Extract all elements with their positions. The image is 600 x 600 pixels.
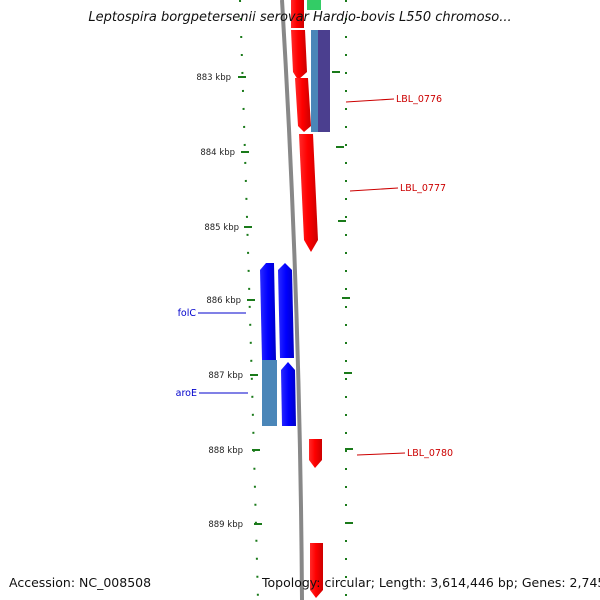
feature-cds-top	[291, 0, 304, 28]
tick-label-885: 885 kbp	[204, 223, 239, 233]
feature-cds-lbl-0776	[295, 78, 311, 132]
feature-alt-folc	[262, 360, 277, 426]
gene-label-lbl-0776: LBL_0776	[396, 94, 442, 105]
forward-strand-features	[291, 0, 330, 598]
accession-text: Accession: NC_008508	[9, 575, 152, 590]
tick-label-884: 884 kbp	[200, 148, 235, 158]
scale-tick-labels: 883 kbp 884 kbp 885 kbp 886 kbp 887 kbp …	[196, 73, 243, 530]
gene-label-folc: folC	[178, 308, 197, 319]
feature-cds-folc-partner	[278, 263, 294, 358]
topology-text: Topology: circular; Length: 3,614,446 bp…	[262, 575, 600, 590]
gene-label-lbl-0777: LBL_0777	[400, 183, 446, 194]
map-title: Leptospira borgpetersenii serovar Hardjo…	[88, 10, 512, 25]
feature-alt-strip-1	[311, 30, 321, 132]
gene-label-aroe: aroE	[176, 388, 197, 399]
feature-green-top	[307, 0, 321, 10]
tick-label-883: 883 kbp	[196, 73, 231, 83]
chromosome-backbone	[280, 0, 304, 600]
gene-label-lbl-0780: LBL_0780	[407, 448, 453, 459]
tick-label-886: 886 kbp	[206, 296, 241, 306]
feature-cds-bottom	[310, 543, 323, 598]
label-leaders	[198, 98, 406, 456]
tick-label-889: 889 kbp	[208, 520, 243, 530]
tick-label-888: 888 kbp	[208, 446, 243, 456]
feature-cds-aroe	[281, 362, 296, 426]
scale-ticks	[238, 71, 353, 525]
feature-alt-strip-2	[318, 30, 330, 132]
feature-cds-lbl-0780	[309, 439, 322, 468]
feature-cds-lbl-0777	[299, 134, 318, 252]
gene-labels: LBL_0776 LBL_0777 LBL_0780 folC aroE	[176, 94, 453, 459]
reverse-strand-features	[260, 263, 296, 426]
feature-cds-forward	[291, 30, 307, 80]
tick-label-887: 887 kbp	[208, 371, 243, 381]
feature-cds-folc	[260, 263, 276, 360]
